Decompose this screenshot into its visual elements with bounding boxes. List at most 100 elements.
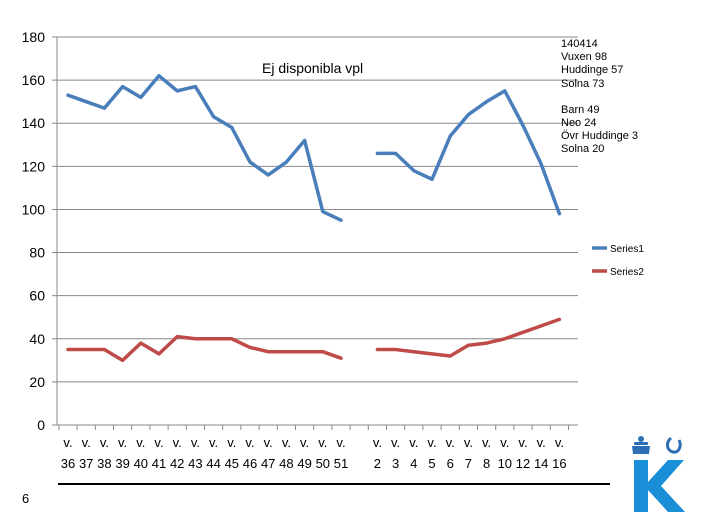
x-tick-label: v. xyxy=(336,435,345,450)
x-tick-label: v. xyxy=(318,435,327,450)
data-point xyxy=(139,341,143,345)
data-point xyxy=(339,218,343,222)
y-tick-label: 140 xyxy=(22,115,46,131)
data-point xyxy=(339,356,343,360)
annotation-line: Vuxen 98 xyxy=(561,51,608,64)
x-tick-label: v. xyxy=(409,435,418,450)
data-point xyxy=(266,173,270,177)
x-tick-label: 36 xyxy=(61,456,75,471)
x-tick-label: v. xyxy=(82,435,91,450)
y-tick-label: 0 xyxy=(37,417,45,433)
x-tick-label: v. xyxy=(518,435,527,450)
y-tick-label: 100 xyxy=(22,201,46,217)
x-tick-label: 7 xyxy=(465,456,472,471)
x-tick-label: 37 xyxy=(79,456,93,471)
data-point xyxy=(157,74,161,78)
x-tick-label: 51 xyxy=(334,456,348,471)
data-point xyxy=(466,343,470,347)
data-point xyxy=(448,354,452,358)
crown-icon xyxy=(632,436,650,454)
x-tick-label: 48 xyxy=(279,456,293,471)
annotation-line: Huddinge 57 xyxy=(561,64,624,77)
annotation-line: Barn 49 xyxy=(561,103,600,116)
data-point xyxy=(412,169,416,173)
data-point xyxy=(521,330,525,334)
x-tick-label: v. xyxy=(300,435,309,450)
data-point xyxy=(193,337,197,341)
data-point xyxy=(175,89,179,93)
x-tick-label: 50 xyxy=(316,456,330,471)
legend-label: Series1 xyxy=(610,244,644,255)
footer-divider xyxy=(58,483,610,485)
data-point xyxy=(321,210,325,214)
data-point xyxy=(230,126,234,130)
x-tick-label: 10 xyxy=(498,456,512,471)
x-tick-label: 6 xyxy=(447,456,454,471)
annotation-line: Solna 73 xyxy=(561,77,605,90)
x-tick-label: 2 xyxy=(374,456,381,471)
x-tick-label: 16 xyxy=(552,456,566,471)
data-point xyxy=(66,348,70,352)
x-tick-label: 39 xyxy=(115,456,129,471)
x-tick-label: v. xyxy=(154,435,163,450)
x-tick-label: v. xyxy=(482,435,491,450)
data-point xyxy=(248,345,252,349)
data-point xyxy=(284,160,288,164)
x-tick-label: v. xyxy=(118,435,127,450)
page-number: 6 xyxy=(22,491,30,506)
y-tick-label: 20 xyxy=(29,374,45,390)
data-point xyxy=(84,100,88,104)
data-point xyxy=(485,100,489,104)
data-point xyxy=(539,162,543,166)
k-letter-icon xyxy=(634,460,685,512)
karolinska-logo xyxy=(632,436,685,512)
data-point xyxy=(175,335,179,339)
data-point xyxy=(230,337,234,341)
annotation-line: Övr Huddinge 3 xyxy=(561,130,639,143)
y-tick-label: 60 xyxy=(29,288,45,304)
serpent-icon xyxy=(666,436,682,454)
data-point xyxy=(375,151,379,155)
x-tick-label: v. xyxy=(446,435,455,450)
data-point xyxy=(303,350,307,354)
plot-area xyxy=(66,74,562,363)
data-point xyxy=(102,106,106,110)
x-tick-label: v. xyxy=(245,435,254,450)
x-tick-label: 43 xyxy=(188,456,202,471)
data-point xyxy=(139,95,143,99)
x-tick-label: v. xyxy=(264,435,273,450)
data-point xyxy=(521,123,525,127)
data-point xyxy=(121,358,125,362)
x-tick-label: v. xyxy=(209,435,218,450)
x-tick-label: 44 xyxy=(206,456,220,471)
data-point xyxy=(212,115,216,119)
x-tick-label: 38 xyxy=(97,456,111,471)
data-point xyxy=(157,352,161,356)
x-tick-label: 8 xyxy=(483,456,490,471)
x-tick-label: v. xyxy=(537,435,546,450)
annotation-line: Solna 20 xyxy=(561,143,605,156)
y-tick-label: 160 xyxy=(22,72,46,88)
x-tick-label: v. xyxy=(136,435,145,450)
data-point xyxy=(394,151,398,155)
x-tick-label: v. xyxy=(282,435,291,450)
data-point xyxy=(266,350,270,354)
data-point xyxy=(557,317,561,321)
x-tick-label: 40 xyxy=(134,456,148,471)
annotation-line: 140414 xyxy=(561,38,598,50)
x-tick-label: v. xyxy=(500,435,509,450)
data-point xyxy=(448,134,452,138)
x-tick-label: 49 xyxy=(297,456,311,471)
data-point xyxy=(375,348,379,352)
x-tick-label: v. xyxy=(63,435,72,450)
x-tick-label: 4 xyxy=(410,456,417,471)
x-tick-label: v. xyxy=(227,435,236,450)
data-point xyxy=(394,348,398,352)
data-point xyxy=(557,212,561,216)
data-point xyxy=(430,177,434,181)
x-tick-label: 47 xyxy=(261,456,275,471)
legend: Series1 Series2 xyxy=(592,244,644,278)
y-tick-label: 180 xyxy=(22,29,46,45)
x-tick-label: 5 xyxy=(428,456,435,471)
data-point xyxy=(284,350,288,354)
